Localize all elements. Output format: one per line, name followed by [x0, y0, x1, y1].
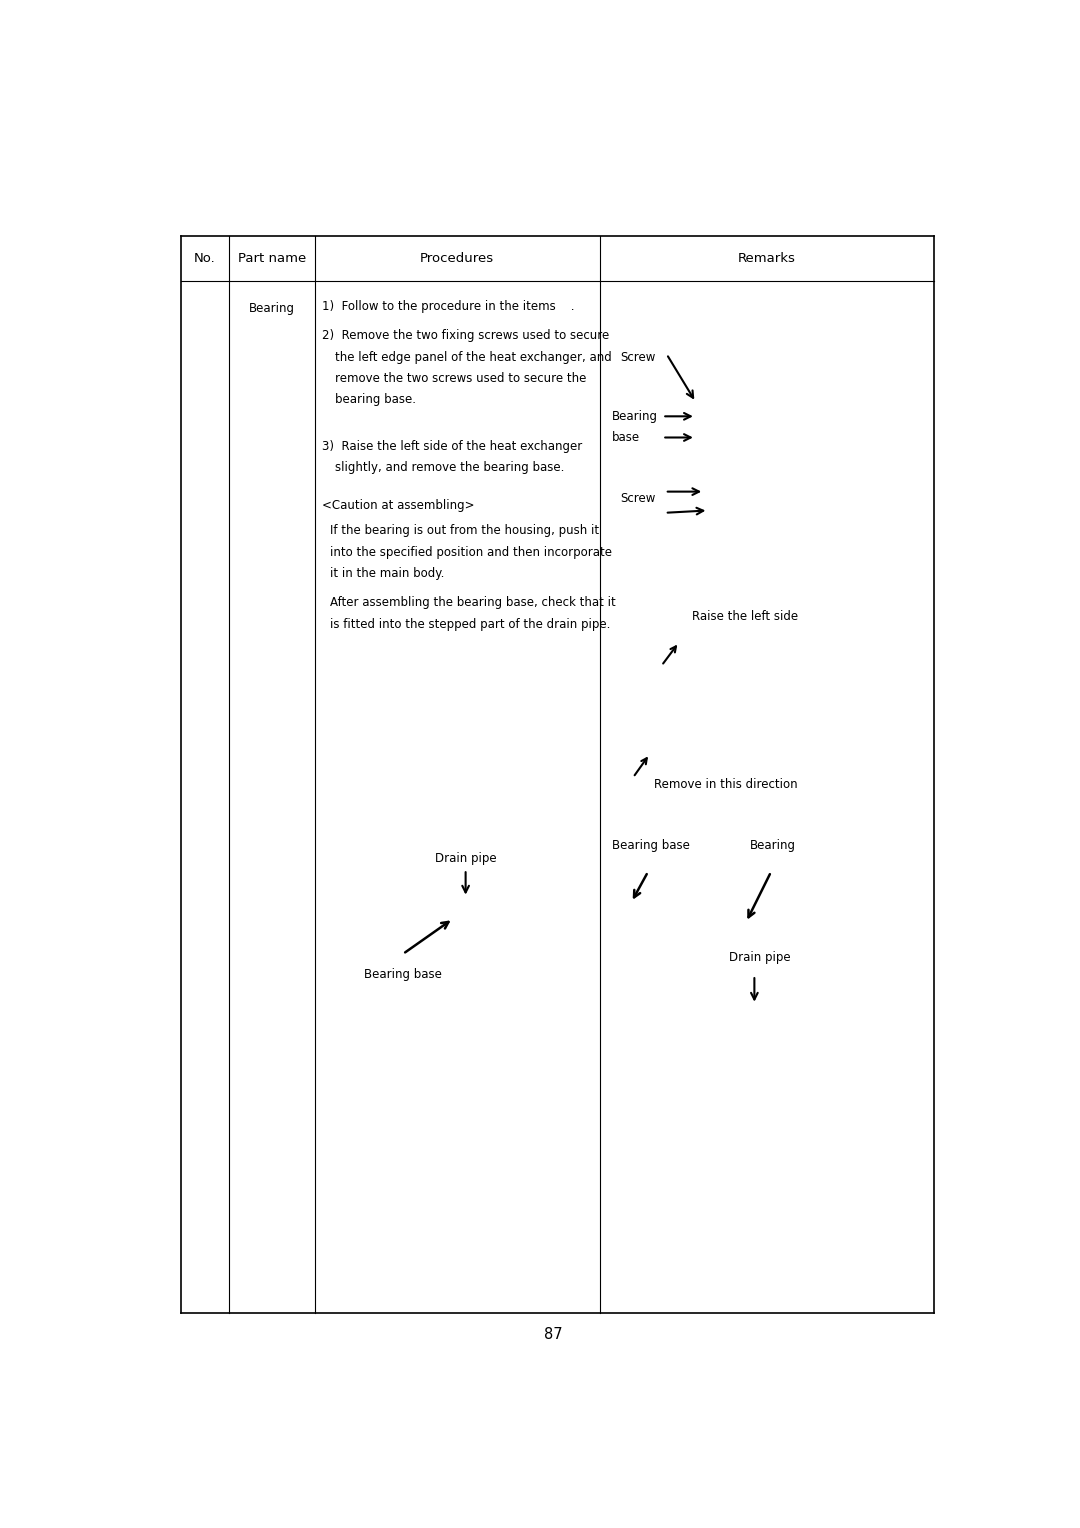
Text: 1)  Follow to the procedure in the items    .: 1) Follow to the procedure in the items …	[322, 299, 575, 313]
Text: If the bearing is out from the housing, push it: If the bearing is out from the housing, …	[330, 524, 599, 538]
Text: Remove in this direction: Remove in this direction	[654, 778, 797, 790]
Text: Raise the left side: Raise the left side	[691, 610, 798, 623]
Text: base: base	[612, 431, 640, 445]
Text: 2)  Remove the two fixing screws used to secure: 2) Remove the two fixing screws used to …	[322, 330, 609, 342]
Text: into the specified position and then incorporate: into the specified position and then inc…	[330, 545, 612, 559]
Text: Bearing: Bearing	[751, 839, 796, 853]
Text: Screw: Screw	[620, 351, 656, 364]
Text: Procedures: Procedures	[420, 252, 495, 266]
Text: 87: 87	[544, 1326, 563, 1342]
Text: remove the two screws used to secure the: remove the two screws used to secure the	[335, 371, 586, 385]
Text: Bearing base: Bearing base	[364, 969, 442, 981]
Text: it in the main body.: it in the main body.	[330, 567, 444, 579]
Text: bearing base.: bearing base.	[335, 393, 416, 406]
Text: slightly, and remove the bearing base.: slightly, and remove the bearing base.	[335, 461, 565, 474]
Text: After assembling the bearing base, check that it: After assembling the bearing base, check…	[330, 596, 616, 610]
Text: Bearing: Bearing	[612, 410, 658, 423]
Text: Bearing: Bearing	[248, 303, 295, 315]
Text: 3)  Raise the left side of the heat exchanger: 3) Raise the left side of the heat excha…	[322, 440, 582, 452]
Text: Drain pipe: Drain pipe	[729, 950, 791, 964]
Text: Remarks: Remarks	[738, 252, 796, 266]
Text: is fitted into the stepped part of the drain pipe.: is fitted into the stepped part of the d…	[330, 617, 610, 631]
Text: Drain pipe: Drain pipe	[435, 851, 497, 865]
Text: the left edge panel of the heat exchanger, and: the left edge panel of the heat exchange…	[335, 350, 611, 364]
Text: <Caution at assembling>: <Caution at assembling>	[322, 500, 474, 512]
Text: Bearing base: Bearing base	[612, 839, 690, 853]
Text: Part name: Part name	[238, 252, 306, 266]
Text: No.: No.	[194, 252, 216, 266]
Text: Screw: Screw	[620, 492, 656, 506]
